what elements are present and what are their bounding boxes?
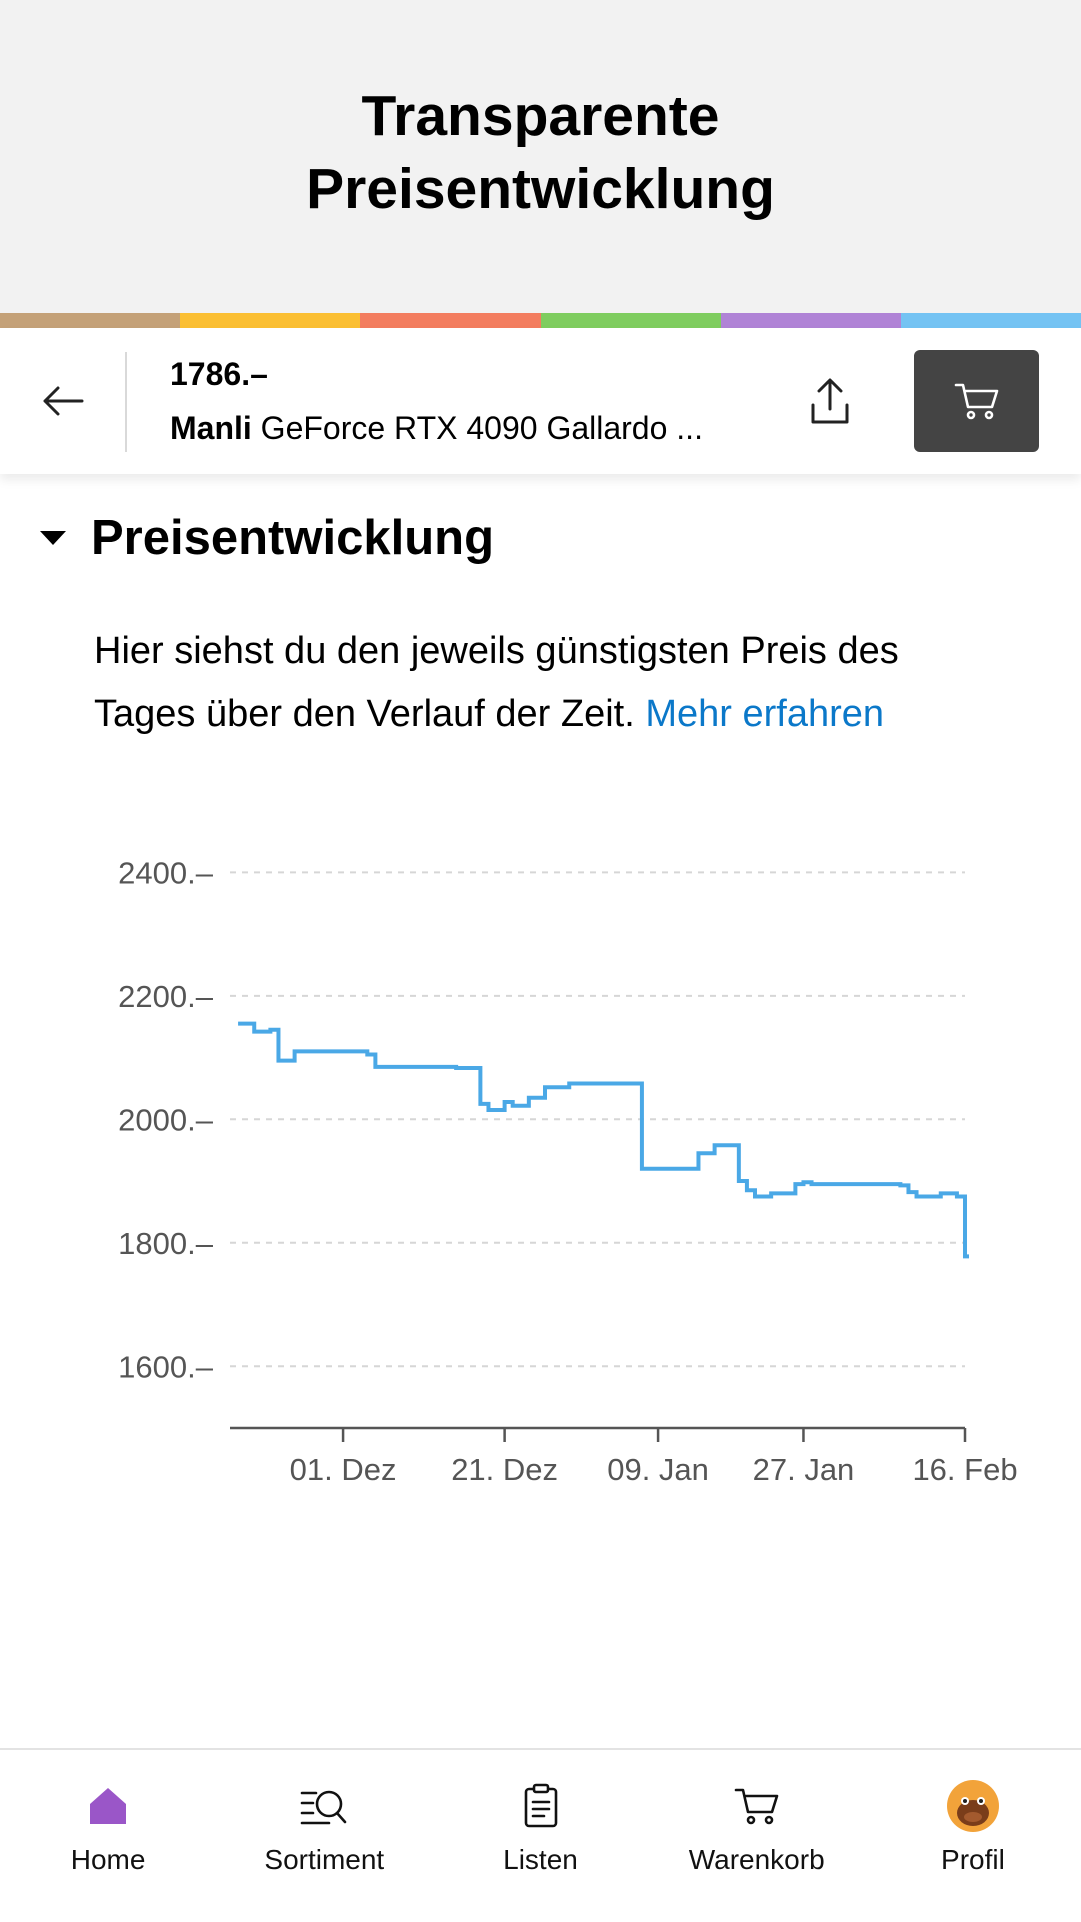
color-stripe <box>720 313 901 328</box>
y-tick-label: 2000.– <box>118 1102 214 1137</box>
nav-label: Home <box>70 1844 146 1875</box>
share-button[interactable] <box>800 368 860 434</box>
cart-icon <box>734 1788 779 1825</box>
nav-listen[interactable]: Listen <box>432 1750 648 1922</box>
share-icon <box>811 378 849 424</box>
price-history-chart: 2400.– 2200.– 2000.– 1800.– 1600.– 01. Dez 21.… <box>118 860 1017 1487</box>
banner-title: Transparente Preisentwicklung <box>306 83 775 221</box>
list-clipboard-icon <box>524 1783 557 1828</box>
learn-more-link[interactable]: Mehr erfahren <box>645 693 885 735</box>
header-divider <box>125 352 127 452</box>
color-stripe <box>180 313 361 328</box>
y-tick-label: 2200.– <box>118 979 214 1014</box>
product-price: 1786.– <box>170 356 268 392</box>
profile-avatar-icon <box>946 1780 999 1832</box>
color-stripe <box>360 313 541 328</box>
nav-label: Listen <box>503 1844 578 1875</box>
add-to-cart-button[interactable] <box>914 350 1039 452</box>
cart-icon <box>954 383 998 420</box>
home-icon <box>90 1788 127 1824</box>
product-model: GeForce RTX 4090 Gallardo ... <box>260 410 703 446</box>
bottom-navigation: Home Sortiment Listen <box>0 1748 1081 1922</box>
y-tick-label: 1800.– <box>118 1226 214 1261</box>
section-title: Preisentwicklung <box>91 511 495 565</box>
price-series-line <box>238 1021 969 1259</box>
arrow-left-icon <box>43 386 84 416</box>
page-banner: Transparente Preisentwicklung <box>0 0 1081 313</box>
x-tick-label: 16. Feb <box>912 1452 1017 1487</box>
nav-label: Warenkorb <box>688 1844 825 1875</box>
nav-warenkorb[interactable]: Warenkorb <box>649 1750 865 1922</box>
nav-sortiment[interactable]: Sortiment <box>216 1750 432 1922</box>
section-description: Hier siehst du den jeweils günstigsten P… <box>94 620 974 746</box>
product-name: Manli GeForce RTX 4090 Gallardo ... <box>170 410 750 447</box>
nav-label: Profil <box>941 1844 1005 1875</box>
y-tick-label: 1600.– <box>118 1349 214 1384</box>
nav-profil[interactable]: Profil <box>865 1750 1081 1922</box>
color-stripe <box>0 313 181 328</box>
color-stripe <box>900 313 1081 328</box>
x-tick-label: 27. Jan <box>753 1452 855 1487</box>
product-header-bar: 1786.– Manli GeForce RTX 4090 Gallardo .… <box>0 328 1081 474</box>
y-tick-label: 2400.– <box>118 860 214 890</box>
price-history-toggle[interactable]: Preisentwicklung <box>40 510 494 566</box>
nav-label: Sortiment <box>264 1844 385 1875</box>
brand-color-stripes <box>0 313 1081 328</box>
x-tick-label: 21. Dez <box>451 1452 558 1487</box>
description-text: Hier siehst du den jeweils günstigsten P… <box>94 630 899 735</box>
back-button[interactable] <box>30 368 96 434</box>
caret-down-icon <box>40 531 66 545</box>
x-tick-label: 01. Dez <box>290 1452 397 1487</box>
nav-home[interactable]: Home <box>0 1750 216 1922</box>
product-brand: Manli <box>170 410 252 446</box>
color-stripe <box>540 313 721 328</box>
x-tick-label: 09. Jan <box>607 1452 709 1487</box>
assortment-search-icon <box>300 1790 347 1825</box>
